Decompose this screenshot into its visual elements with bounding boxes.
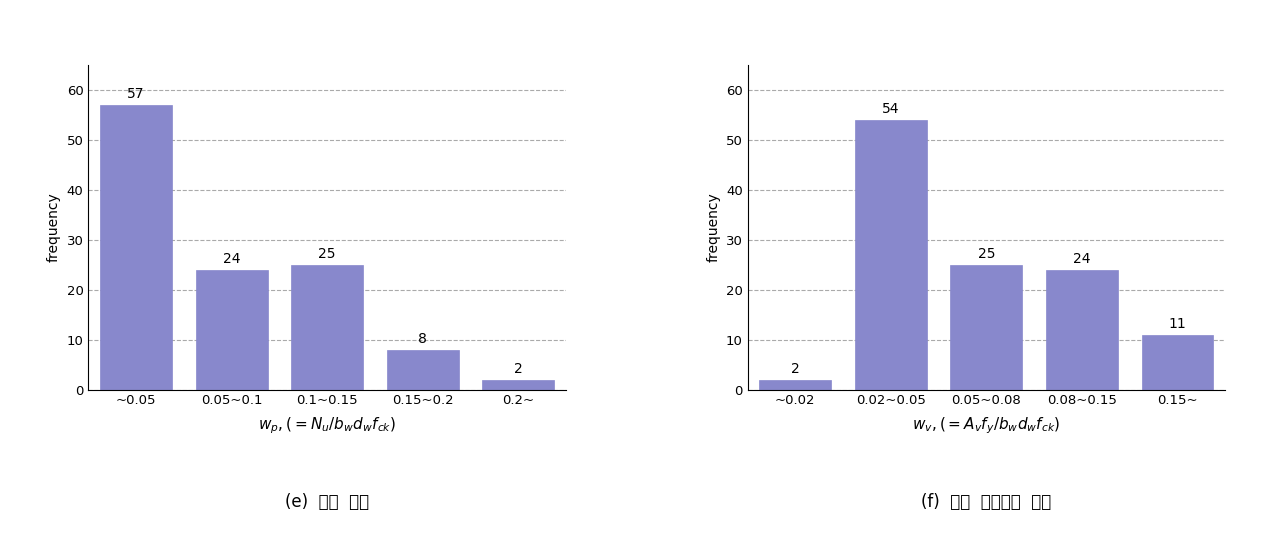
Text: 25: 25: [318, 247, 336, 261]
Text: (e)  축력  지수: (e) 축력 지수: [285, 493, 369, 511]
Bar: [386, 349, 458, 390]
Text: 24: 24: [224, 252, 240, 266]
Bar: [100, 105, 172, 390]
Bar: [1046, 269, 1118, 390]
Text: 11: 11: [1168, 317, 1186, 331]
X-axis label: $w_v,(=A_v f_y/b_w d_w f_{ck})$: $w_v,(=A_v f_y/b_w d_w f_{ck})$: [912, 415, 1061, 436]
Text: 24: 24: [1074, 252, 1090, 266]
Text: (f)  웹브  수직철근  지수: (f) 웹브 수직철근 지수: [921, 493, 1051, 511]
X-axis label: $w_p,(=N_u/b_w d_w f_{ck})$: $w_p,(=N_u/b_w d_w f_{ck})$: [258, 415, 397, 436]
Text: 57: 57: [128, 88, 145, 101]
Y-axis label: frequency: frequency: [706, 193, 720, 262]
Y-axis label: frequency: frequency: [47, 193, 61, 262]
Bar: [855, 120, 927, 390]
Text: 8: 8: [418, 332, 427, 346]
Text: 2: 2: [514, 362, 523, 376]
Bar: [951, 265, 1022, 390]
Bar: [482, 380, 554, 390]
Bar: [292, 265, 362, 390]
Bar: [1142, 334, 1214, 390]
Bar: [759, 380, 831, 390]
Bar: [196, 269, 268, 390]
Text: 54: 54: [882, 102, 899, 116]
Text: 2: 2: [791, 362, 799, 376]
Text: 25: 25: [978, 247, 995, 261]
